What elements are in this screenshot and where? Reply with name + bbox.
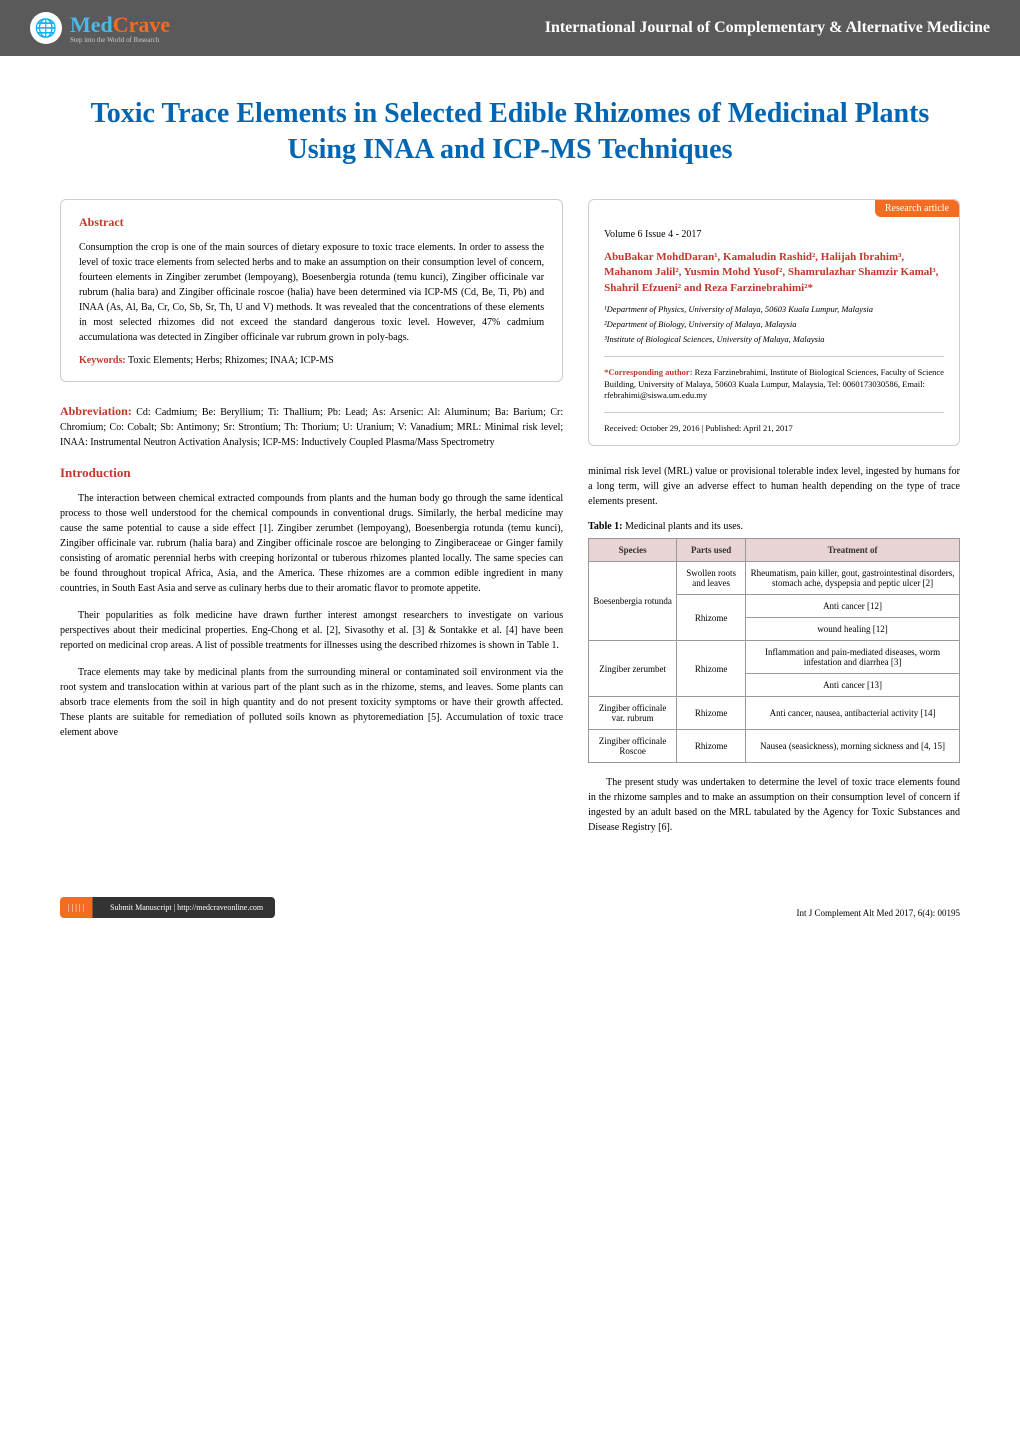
- info-box: Research article Volume 6 Issue 4 - 2017…: [588, 199, 960, 447]
- table-row: Zingiber zerumbet Rhizome Inflammation a…: [589, 641, 960, 674]
- right-column: Research article Volume 6 Issue 4 - 2017…: [588, 199, 960, 848]
- research-tag: Research article: [875, 200, 959, 217]
- right-p2: The present study was undertaken to dete…: [588, 775, 960, 835]
- logo-icon: 🌐: [30, 12, 62, 44]
- abbrev-label: Abbreviation:: [60, 404, 132, 418]
- td-parts: Rhizome: [677, 595, 746, 641]
- volume-text: Volume 6 Issue 4 - 2017: [604, 229, 944, 240]
- td-parts: Rhizome: [677, 730, 746, 763]
- footer: Submit Manuscript | http://medcraveonlin…: [0, 887, 1020, 948]
- dates: Received: October 29, 2016 | Published: …: [604, 423, 944, 433]
- abbreviation-block: Abbreviation: Cd: Cadmium; Be: Beryllium…: [60, 402, 563, 450]
- title-block: Toxic Trace Elements in Selected Edible …: [0, 56, 1020, 199]
- affil-3: ³Institute of Biological Sciences, Unive…: [604, 334, 944, 346]
- corr-author: *Corresponding author: Reza Farzinebrahi…: [604, 367, 944, 403]
- td-species: Zingiber officinale Roscoe: [589, 730, 677, 763]
- keywords: Keywords: Toxic Elements; Herbs; Rhizome…: [79, 355, 544, 366]
- table-row: Zingiber officinale Roscoe Rhizome Nause…: [589, 730, 960, 763]
- corr-label: *Corresponding author:: [604, 367, 692, 377]
- abstract-heading: Abstract: [79, 215, 544, 230]
- th-parts: Parts used: [677, 539, 746, 562]
- table-caption-text: Medicinal plants and its uses.: [623, 521, 744, 532]
- td-parts: Rhizome: [677, 641, 746, 697]
- right-p1: minimal risk level (MRL) value or provis…: [588, 464, 960, 509]
- logo-sub: Step into the World of Research: [70, 36, 170, 44]
- td-species: Boesenbergia rotunda: [589, 562, 677, 641]
- td-parts: Rhizome: [677, 697, 746, 730]
- affil-2: ²Department of Biology, University of Ma…: [604, 319, 944, 331]
- header-bar: 🌐 MedCrave Step into the World of Resear…: [0, 0, 1020, 56]
- table-body: Boesenbergia rotunda Swollen roots and l…: [589, 562, 960, 763]
- td-species: Zingiber officinale var. rubrum: [589, 697, 677, 730]
- intro-p1: The interaction between chemical extract…: [60, 491, 563, 596]
- td-parts: Swollen roots and leaves: [677, 562, 746, 595]
- submit-manuscript[interactable]: Submit Manuscript | http://medcraveonlin…: [60, 897, 275, 918]
- th-treatment: Treatment of: [746, 539, 960, 562]
- left-column: Abstract Consumption the crop is one of …: [60, 199, 563, 848]
- keywords-label: Keywords:: [79, 355, 126, 366]
- td-treatment: Anti cancer, nausea, antibacterial activ…: [746, 697, 960, 730]
- journal-name: International Journal of Complementary &…: [545, 19, 990, 37]
- td-treatment: wound healing [12]: [746, 618, 960, 641]
- table-header-row: Species Parts used Treatment of: [589, 539, 960, 562]
- intro-p3: Trace elements may take by medicinal pla…: [60, 665, 563, 740]
- td-treatment: Anti cancer [12]: [746, 595, 960, 618]
- td-treatment: Inflammation and pain-mediated diseases,…: [746, 641, 960, 674]
- td-species: Zingiber zerumbet: [589, 641, 677, 697]
- logo-text: MedCrave: [70, 12, 170, 37]
- logo-area: 🌐 MedCrave Step into the World of Resear…: [30, 12, 170, 44]
- authors: AbuBakar MohdDaran¹, Kamaludin Rashid², …: [604, 250, 944, 296]
- uses-table: Species Parts used Treatment of Boesenbe…: [588, 538, 960, 763]
- article-title: Toxic Trace Elements in Selected Edible …: [60, 96, 960, 169]
- td-treatment: Rheumatism, pain killer, gout, gastroint…: [746, 562, 960, 595]
- intro-p2: Their popularities as folk medicine have…: [60, 608, 563, 653]
- table-caption: Table 1: Medicinal plants and its uses.: [588, 521, 960, 532]
- table-caption-label: Table 1:: [588, 521, 622, 532]
- content-area: Abstract Consumption the crop is one of …: [0, 199, 1020, 888]
- abstract-box: Abstract Consumption the crop is one of …: [60, 199, 563, 382]
- divider: [604, 412, 944, 413]
- td-treatment: Anti cancer [13]: [746, 674, 960, 697]
- table-row: Boesenbergia rotunda Swollen roots and l…: [589, 562, 960, 595]
- abstract-text: Consumption the crop is one of the main …: [79, 240, 544, 345]
- divider: [604, 356, 944, 357]
- th-species: Species: [589, 539, 677, 562]
- citation: Int J Complement Alt Med 2017, 6(4): 001…: [797, 908, 961, 918]
- intro-heading: Introduction: [60, 465, 563, 481]
- logo-crave: Crave: [113, 12, 170, 37]
- keywords-text: Toxic Elements; Herbs; Rhizomes; INAA; I…: [126, 355, 334, 366]
- td-treatment: Nausea (seasickness), morning sickness a…: [746, 730, 960, 763]
- affil-1: ¹Department of Physics, University of Ma…: [604, 304, 944, 316]
- abbrev-text: Cd: Cadmium; Be: Beryllium; Ti: Thallium…: [60, 407, 563, 448]
- logo-med: Med: [70, 12, 113, 37]
- table-row: Zingiber officinale var. rubrum Rhizome …: [589, 697, 960, 730]
